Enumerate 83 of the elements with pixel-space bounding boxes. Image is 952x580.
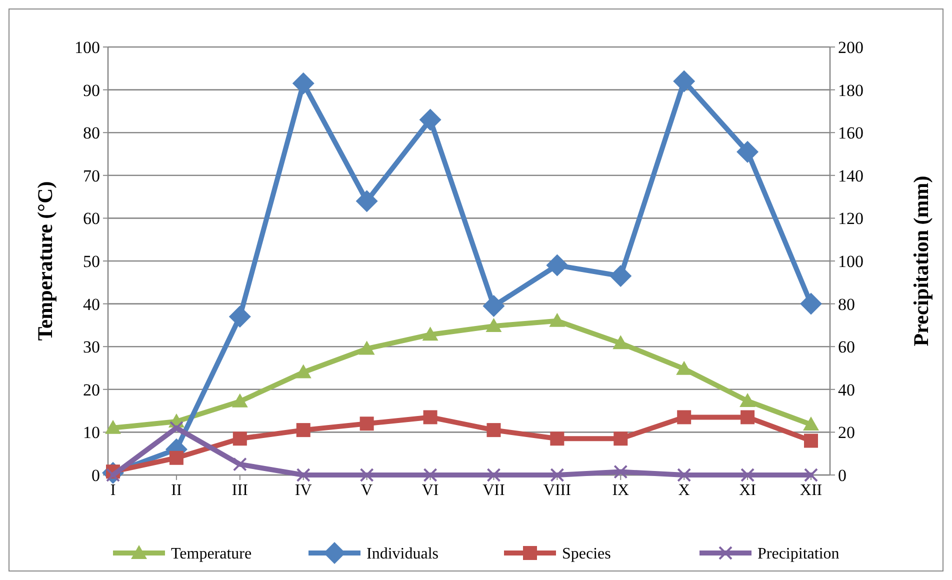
y-tick-label: 60 [83, 209, 100, 228]
point [360, 416, 374, 431]
y-tick-label: 50 [83, 252, 100, 271]
y-tick-label: 70 [83, 166, 100, 186]
point [422, 326, 438, 341]
point [486, 318, 502, 332]
point [356, 190, 378, 212]
legend-label: Temperature [171, 546, 252, 563]
point [740, 468, 755, 482]
point [804, 468, 818, 482]
y2-tick-label: 0 [838, 466, 846, 485]
y-tick-label: 20 [83, 380, 100, 400]
y-tick-label: 10 [83, 423, 100, 442]
point [612, 335, 629, 350]
point [296, 468, 310, 482]
point [296, 423, 310, 438]
point [232, 393, 248, 408]
y2-tick-label: 120 [838, 209, 864, 228]
point [677, 410, 692, 424]
point [803, 416, 819, 430]
point [740, 410, 755, 424]
point [804, 434, 818, 448]
x-tick-label: II [171, 482, 182, 499]
point [800, 292, 822, 315]
point [169, 420, 184, 435]
x-tick-label: X [678, 482, 690, 499]
point [423, 468, 438, 482]
point [105, 420, 121, 434]
y2-tick-label: 20 [838, 423, 855, 442]
point [482, 294, 505, 317]
x-tick-label: XII [800, 482, 822, 499]
y2-tick-label: 160 [838, 124, 864, 143]
x-tick-label: VII [482, 482, 505, 499]
y-tick-label: 100 [74, 38, 100, 57]
point [232, 457, 247, 472]
point [550, 468, 564, 482]
point [169, 450, 184, 465]
y-tick-label: 90 [83, 80, 100, 100]
point [610, 264, 632, 287]
point [358, 340, 375, 355]
point [232, 432, 247, 446]
point [419, 108, 442, 131]
point [740, 392, 756, 407]
y-tick-label: 80 [83, 124, 100, 143]
point [360, 468, 374, 482]
point [736, 140, 759, 163]
legend-label: Individuals [366, 546, 438, 563]
x-tick-label: VIII [543, 482, 571, 499]
y2-tick-label: 40 [838, 380, 855, 400]
x-tick-label: XI [739, 482, 756, 499]
x-tick-label: III [232, 482, 248, 499]
point [677, 468, 692, 482]
point [550, 432, 564, 446]
point [673, 70, 696, 92]
point [486, 423, 501, 438]
legend-label: Species [562, 546, 611, 563]
x-tick-label: IV [294, 482, 312, 499]
y-axis-title: Temperature (°C) [33, 181, 57, 341]
point [292, 72, 314, 94]
y2-tick-label: 140 [838, 166, 864, 186]
point [549, 312, 566, 327]
y-tick-label: 30 [83, 338, 100, 357]
point [295, 364, 312, 378]
point [423, 410, 438, 424]
y-tick-label: 40 [83, 294, 100, 314]
y-tick-label: 0 [92, 466, 100, 485]
x-tick-label: IX [612, 482, 630, 499]
y2-tick-label: 80 [838, 294, 855, 314]
point [614, 464, 628, 479]
y2-tick-label: 100 [838, 252, 864, 271]
y2-tick-label: 60 [838, 338, 855, 357]
point [676, 360, 692, 375]
x-tick-label: V [361, 482, 374, 499]
y2-tick-label: 200 [838, 38, 864, 57]
y2-axis-title: Precipitation (mm) [909, 176, 933, 346]
point [614, 432, 628, 446]
point [546, 254, 568, 276]
x-tick-label: VI [422, 482, 439, 499]
point [228, 306, 251, 328]
x-tick-label: I [110, 482, 116, 499]
y2-tick-label: 180 [838, 80, 864, 100]
legend-label: Precipitation [758, 546, 840, 563]
point [486, 468, 501, 482]
